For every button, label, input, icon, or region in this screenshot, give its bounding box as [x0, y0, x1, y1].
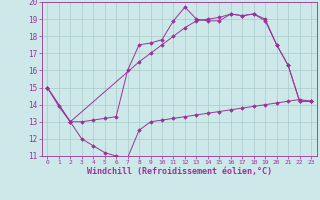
X-axis label: Windchill (Refroidissement éolien,°C): Windchill (Refroidissement éolien,°C) — [87, 167, 272, 176]
